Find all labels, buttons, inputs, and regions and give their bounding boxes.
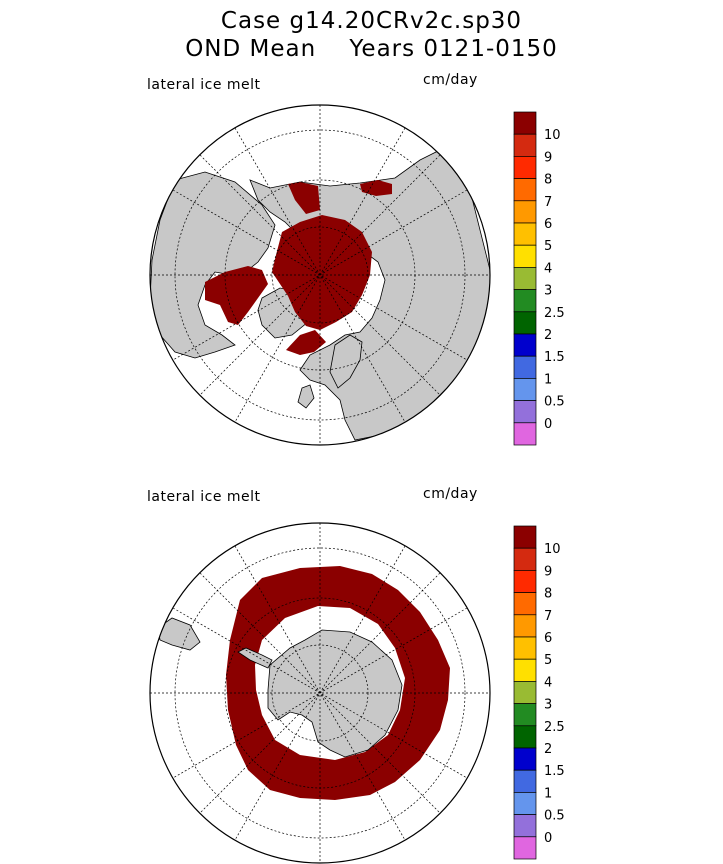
north-colorbar-label: 0 bbox=[544, 417, 552, 432]
figure-title-case: Case g14.20CRv2c.sp30 bbox=[220, 8, 523, 34]
north-colorbar-label: 8 bbox=[544, 173, 552, 188]
south-colorbar-label: 1.5 bbox=[544, 764, 565, 779]
north-polar-map bbox=[149, 104, 491, 446]
south-colorbar-swatch bbox=[513, 658, 537, 682]
south-colorbar-swatch bbox=[513, 614, 537, 638]
south-colorbar-swatch bbox=[513, 792, 537, 815]
south-colorbar-swatch bbox=[513, 592, 537, 616]
south-colorbar-label: 7 bbox=[544, 609, 552, 624]
north-colorbar-label: 10 bbox=[544, 128, 561, 143]
south-colorbar-swatch bbox=[513, 725, 537, 749]
north-colorbar: 10 9 8 7 6 5 4 3 2.5 2 1.5 1 0.5 0 bbox=[513, 111, 565, 446]
north-panel-units: cm/day bbox=[423, 72, 478, 88]
south-colorbar-label: 5 bbox=[544, 653, 552, 668]
north-colorbar-swatch bbox=[513, 400, 537, 424]
north-colorbar-label: 3 bbox=[544, 284, 552, 299]
south-colorbar-label: 10 bbox=[544, 542, 561, 557]
north-ice-melt-chukchi bbox=[288, 182, 320, 214]
north-colorbar-label: 9 bbox=[544, 150, 552, 165]
south-colorbar-swatch bbox=[513, 681, 537, 704]
south-land-peninsula bbox=[237, 647, 273, 669]
north-colorbar-label: 1 bbox=[544, 372, 552, 387]
north-ice-melt-canada bbox=[205, 266, 268, 325]
north-colorbar-label: 2 bbox=[544, 328, 552, 343]
north-panel-label: lateral ice melt bbox=[147, 77, 261, 93]
south-colorbar-label: 3 bbox=[544, 698, 552, 713]
north-colorbar-label: 2.5 bbox=[544, 306, 565, 321]
north-ice-melt-arctic bbox=[272, 215, 372, 330]
north-ice-melt-greenland-sea bbox=[286, 330, 326, 355]
north-colorbar-swatch bbox=[513, 289, 537, 313]
north-colorbar-swatch bbox=[513, 244, 537, 268]
figure-title-period: OND Mean Years 0121-0150 bbox=[185, 36, 558, 62]
south-colorbar-swatch bbox=[513, 747, 537, 771]
north-colorbar-swatch bbox=[513, 378, 537, 401]
north-land-uk bbox=[297, 384, 315, 409]
south-graticule bbox=[150, 523, 490, 863]
north-graticule bbox=[150, 105, 490, 445]
north-colorbar-swatch bbox=[513, 311, 537, 335]
north-colorbar-swatch bbox=[513, 111, 537, 135]
south-colorbar-label: 2 bbox=[544, 742, 552, 757]
south-map-border bbox=[149, 522, 491, 864]
south-polar-map bbox=[149, 522, 491, 864]
south-colorbar-label: 4 bbox=[544, 675, 552, 690]
south-colorbar-swatch bbox=[513, 547, 537, 571]
north-colorbar-swatch bbox=[513, 178, 537, 202]
south-colorbar-label: 1 bbox=[544, 786, 552, 801]
south-colorbar-label: 0 bbox=[544, 831, 552, 846]
north-colorbar-swatch bbox=[513, 333, 537, 357]
south-colorbar-swatch bbox=[513, 769, 537, 793]
south-colorbar-label: 9 bbox=[544, 564, 552, 579]
north-colorbar-swatch bbox=[513, 200, 537, 224]
south-colorbar-label: 8 bbox=[544, 587, 552, 602]
north-colorbar-label: 5 bbox=[544, 239, 552, 254]
south-colorbar: 10 9 8 7 6 5 4 3 2.5 2 1.5 1 0.5 0 bbox=[513, 525, 565, 860]
north-colorbar-swatch bbox=[513, 222, 537, 246]
south-ice-melt-ring bbox=[226, 566, 450, 800]
north-colorbar-swatch bbox=[513, 355, 537, 379]
south-panel-units: cm/day bbox=[423, 486, 478, 502]
south-colorbar-swatch bbox=[513, 570, 537, 593]
north-colorbar-swatch bbox=[513, 267, 537, 290]
north-colorbar-swatch bbox=[513, 156, 537, 179]
south-colorbar-swatch bbox=[513, 814, 537, 838]
north-map-border bbox=[149, 104, 491, 446]
south-colorbar-label: 2.5 bbox=[544, 720, 565, 735]
south-colorbar-swatch bbox=[513, 703, 537, 727]
south-colorbar-swatch bbox=[513, 836, 537, 860]
north-colorbar-swatch bbox=[513, 133, 537, 157]
north-colorbar-label: 4 bbox=[544, 261, 552, 276]
north-colorbar-label: 1.5 bbox=[544, 350, 565, 365]
north-colorbar-swatch bbox=[513, 422, 537, 446]
south-colorbar-swatch bbox=[513, 636, 537, 660]
south-colorbar-label: 6 bbox=[544, 631, 552, 646]
north-colorbar-label: 6 bbox=[544, 217, 552, 232]
south-land-antarctica bbox=[267, 629, 403, 758]
south-land-south-america bbox=[157, 617, 201, 651]
north-colorbar-label: 0.5 bbox=[544, 395, 565, 410]
north-land-scandinavia bbox=[329, 334, 363, 389]
south-colorbar-swatch bbox=[513, 525, 537, 549]
south-colorbar-label: 0.5 bbox=[544, 809, 565, 824]
south-panel-label: lateral ice melt bbox=[147, 489, 261, 505]
north-colorbar-label: 7 bbox=[544, 195, 552, 210]
